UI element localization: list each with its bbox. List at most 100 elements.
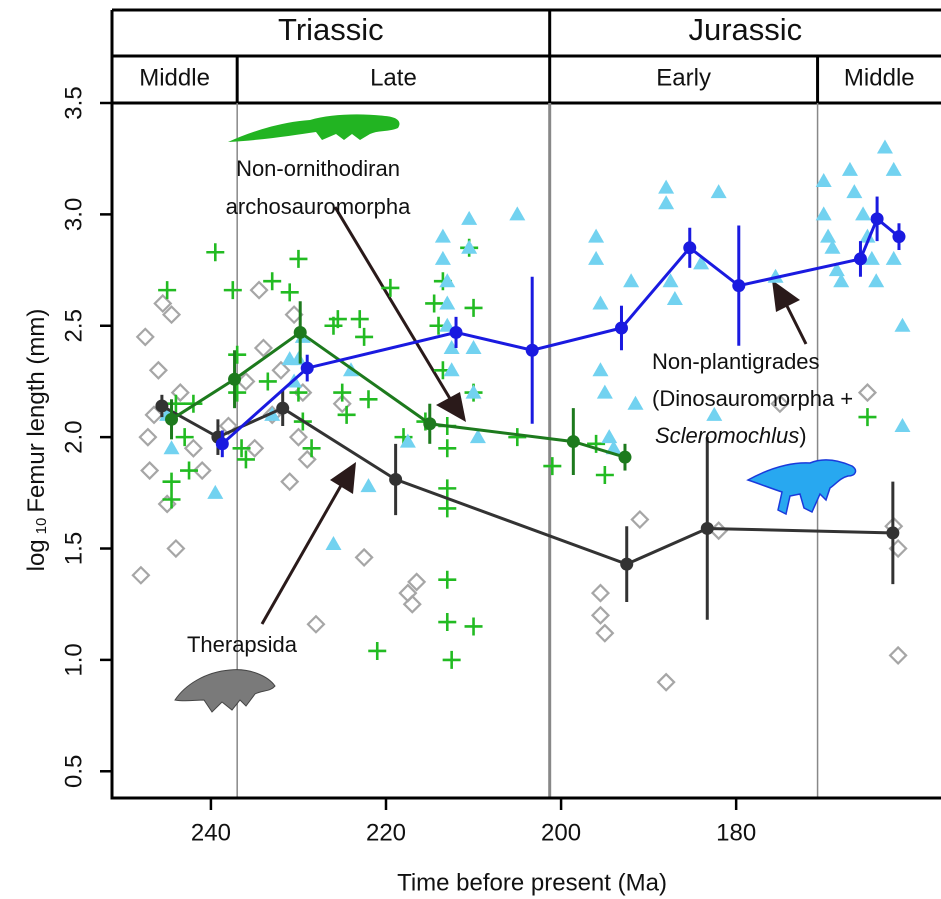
plus-marker [158, 281, 177, 300]
series-point [423, 417, 437, 431]
series-point [165, 412, 179, 426]
triangle-marker [710, 184, 727, 199]
diamond-marker [770, 394, 790, 414]
triangle-marker [846, 184, 863, 199]
period-label: Triassic [278, 12, 384, 47]
series-point [732, 279, 746, 293]
diamond-marker [135, 327, 155, 347]
series-point [700, 521, 714, 535]
annotation: Therapsida [187, 632, 298, 657]
triangle-marker [833, 273, 850, 288]
arrow [260, 474, 349, 625]
triangle-marker [815, 206, 832, 221]
triangle-marker [828, 262, 845, 277]
y-title-prefix: log [23, 539, 50, 571]
plus-marker [175, 428, 194, 447]
triangle-marker [824, 239, 841, 254]
plus-marker [236, 450, 255, 469]
y-title-main: Femur length (mm) [23, 309, 50, 513]
plus-marker [438, 613, 457, 632]
y-title-subscript: 10 [33, 518, 50, 535]
y-tick-label: 3.5 [60, 86, 87, 119]
therapsid-silhouette [174, 669, 276, 713]
x-tick-label: 200 [541, 819, 581, 846]
x-tick-label: 180 [716, 819, 756, 846]
diamond-marker [140, 460, 160, 481]
y-tick-label: 2.0 [60, 420, 87, 453]
annotation: Non-ornithodiran [236, 156, 400, 181]
triangle-marker [465, 384, 482, 399]
series-point [293, 325, 307, 339]
plus-marker [355, 327, 374, 346]
annotation: Scleromochlus) [655, 423, 807, 448]
diamond-marker [183, 438, 203, 458]
plus-marker [258, 372, 277, 391]
series-point [228, 372, 242, 386]
series-point [525, 343, 539, 357]
plus-marker [337, 405, 356, 424]
triangle-marker [509, 206, 526, 221]
plus-marker [858, 408, 877, 427]
triangle-marker [894, 417, 911, 432]
triangle-marker [605, 440, 622, 455]
triangle-marker [290, 351, 307, 366]
plus-marker [464, 298, 483, 317]
triangle-marker [859, 228, 876, 243]
annotation: ) [799, 423, 806, 448]
series-point [892, 230, 906, 244]
diamond-marker [288, 427, 309, 447]
plus-marker [350, 310, 369, 329]
series-point [614, 321, 628, 335]
plus-marker [359, 390, 378, 409]
triangle-marker [434, 228, 451, 243]
annotation: (Dinosauromorpha + [652, 386, 853, 411]
epoch-label: Early [656, 64, 711, 91]
series-point [683, 241, 697, 255]
dinosaur-silhouette [746, 459, 857, 516]
triangle-marker [434, 250, 451, 265]
series-point [276, 401, 290, 415]
series-point [620, 557, 634, 571]
series-point [449, 325, 463, 339]
triangle-marker [461, 239, 478, 254]
annotation-italic: Scleromochlus [655, 423, 799, 448]
diamond-marker [170, 383, 190, 403]
diamond-marker [280, 472, 300, 492]
triangle-marker [601, 429, 618, 444]
triangle-marker [443, 362, 460, 377]
triangle-marker [465, 340, 482, 355]
plus-marker [438, 479, 457, 498]
triangle-marker [693, 255, 710, 270]
diamond-marker [306, 614, 326, 634]
diamond-marker [148, 360, 168, 380]
plus-marker [180, 461, 199, 480]
triangle-marker [815, 172, 832, 187]
triangle-marker [588, 228, 605, 243]
plus-marker [368, 641, 387, 660]
plus-marker [425, 294, 444, 313]
arrow [333, 206, 460, 414]
triangle-marker [876, 139, 893, 154]
plus-marker [442, 650, 461, 669]
triangle-marker [855, 206, 872, 221]
axes: 0.5 1.0 1.5 2.0 2.5 3.0 3.5 240 220 200 180 [60, 10, 941, 846]
x-tick-label: 220 [366, 819, 406, 846]
diamond-marker [166, 538, 186, 559]
diamond-marker [590, 583, 611, 603]
y-tick-label: 3.0 [60, 198, 87, 231]
time-scale-header: Triassic Jurassic Middle Late Early Middle [112, 8, 941, 105]
plot-marks [131, 139, 911, 692]
plus-marker [508, 428, 527, 447]
triangle-marker [207, 484, 224, 499]
triangle-marker [461, 210, 478, 225]
plus-marker [438, 439, 457, 458]
x-tick-label: 240 [191, 819, 231, 846]
plus-marker [595, 466, 614, 485]
triangle-marker [894, 317, 911, 332]
diamond-marker [590, 605, 611, 625]
series-line [221, 216, 900, 445]
triangle-marker [662, 273, 679, 288]
plus-marker [232, 439, 251, 458]
diamond-marker [131, 565, 151, 585]
